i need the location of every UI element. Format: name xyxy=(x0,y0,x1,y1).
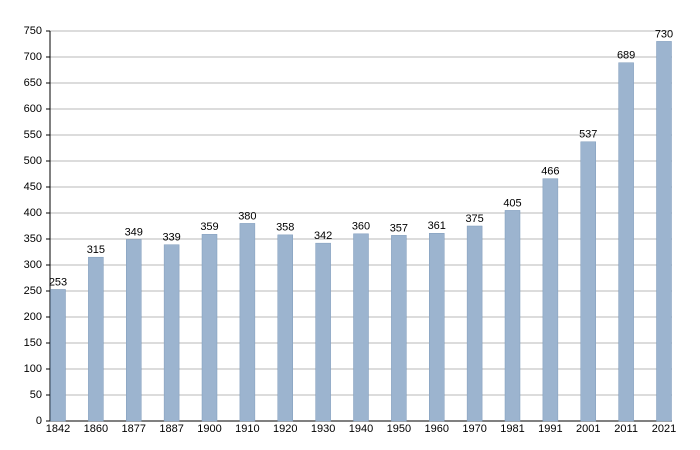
data-label: 466 xyxy=(541,166,559,178)
x-tick-label: 1970 xyxy=(462,423,486,435)
y-tick-label: 750 xyxy=(24,25,42,37)
x-tick-label: 1877 xyxy=(122,423,146,435)
y-tick-label: 150 xyxy=(24,337,42,349)
data-label: 339 xyxy=(162,232,180,244)
y-tick-label: 650 xyxy=(24,77,42,89)
data-label: 730 xyxy=(655,28,673,40)
x-tick-label: 1940 xyxy=(349,423,373,435)
data-label: 315 xyxy=(87,244,105,256)
data-label: 357 xyxy=(390,222,408,234)
data-label: 342 xyxy=(314,230,332,242)
y-tick-label: 550 xyxy=(24,129,42,141)
bar xyxy=(239,223,256,422)
data-label: 375 xyxy=(465,213,483,225)
data-label: 358 xyxy=(276,222,294,234)
x-tick-label: 1887 xyxy=(159,423,183,435)
x-tick-label: 2001 xyxy=(576,423,600,435)
x-tick-label: 1960 xyxy=(425,423,449,435)
y-tick-label: 200 xyxy=(24,311,42,323)
x-tick-label: 1842 xyxy=(46,423,70,435)
bar xyxy=(277,234,293,422)
bar xyxy=(201,234,218,422)
bar xyxy=(656,41,672,422)
bar xyxy=(542,178,559,422)
bar xyxy=(580,141,596,422)
y-tick-label: 300 xyxy=(24,259,42,271)
bar xyxy=(466,225,483,422)
data-label: 380 xyxy=(238,210,256,222)
data-label: 537 xyxy=(579,129,597,141)
y-tick-label: 700 xyxy=(24,51,42,63)
bar xyxy=(391,235,407,422)
y-tick-label: 350 xyxy=(24,233,42,245)
y-tick-label: 100 xyxy=(24,363,42,375)
data-label: 349 xyxy=(125,226,143,238)
x-tick-label: 1900 xyxy=(197,423,221,435)
x-tick-label: 1981 xyxy=(500,423,524,435)
bar xyxy=(315,242,331,422)
y-tick-label: 250 xyxy=(24,285,42,297)
bar xyxy=(429,233,445,422)
x-tick-label: 1860 xyxy=(84,423,108,435)
data-label: 405 xyxy=(503,197,521,209)
x-tick-label: 1950 xyxy=(387,423,411,435)
x-tick-label: 1930 xyxy=(311,423,335,435)
x-tick-label: 2021 xyxy=(652,423,676,435)
bar xyxy=(88,256,104,422)
y-tick-label: 600 xyxy=(24,103,42,115)
x-tick-label: 1910 xyxy=(235,423,259,435)
x-tick-label: 1920 xyxy=(273,423,297,435)
x-tick-label: 1991 xyxy=(538,423,562,435)
data-label: 253 xyxy=(49,276,67,288)
bar xyxy=(353,233,369,422)
data-label: 689 xyxy=(617,50,635,62)
y-tick-label: 50 xyxy=(30,389,42,401)
bar xyxy=(50,289,66,422)
y-tick-label: 400 xyxy=(24,207,42,219)
bar xyxy=(618,62,634,422)
bar xyxy=(504,210,521,422)
bar xyxy=(163,244,180,422)
y-tick-label: 500 xyxy=(24,155,42,167)
data-label: 360 xyxy=(352,221,370,233)
data-label: 359 xyxy=(200,221,218,233)
x-tick-label: 2011 xyxy=(614,423,638,435)
y-tick-label: 0 xyxy=(36,415,42,427)
bar xyxy=(126,239,142,422)
data-label: 361 xyxy=(428,220,446,232)
y-tick-label: 450 xyxy=(24,181,42,193)
